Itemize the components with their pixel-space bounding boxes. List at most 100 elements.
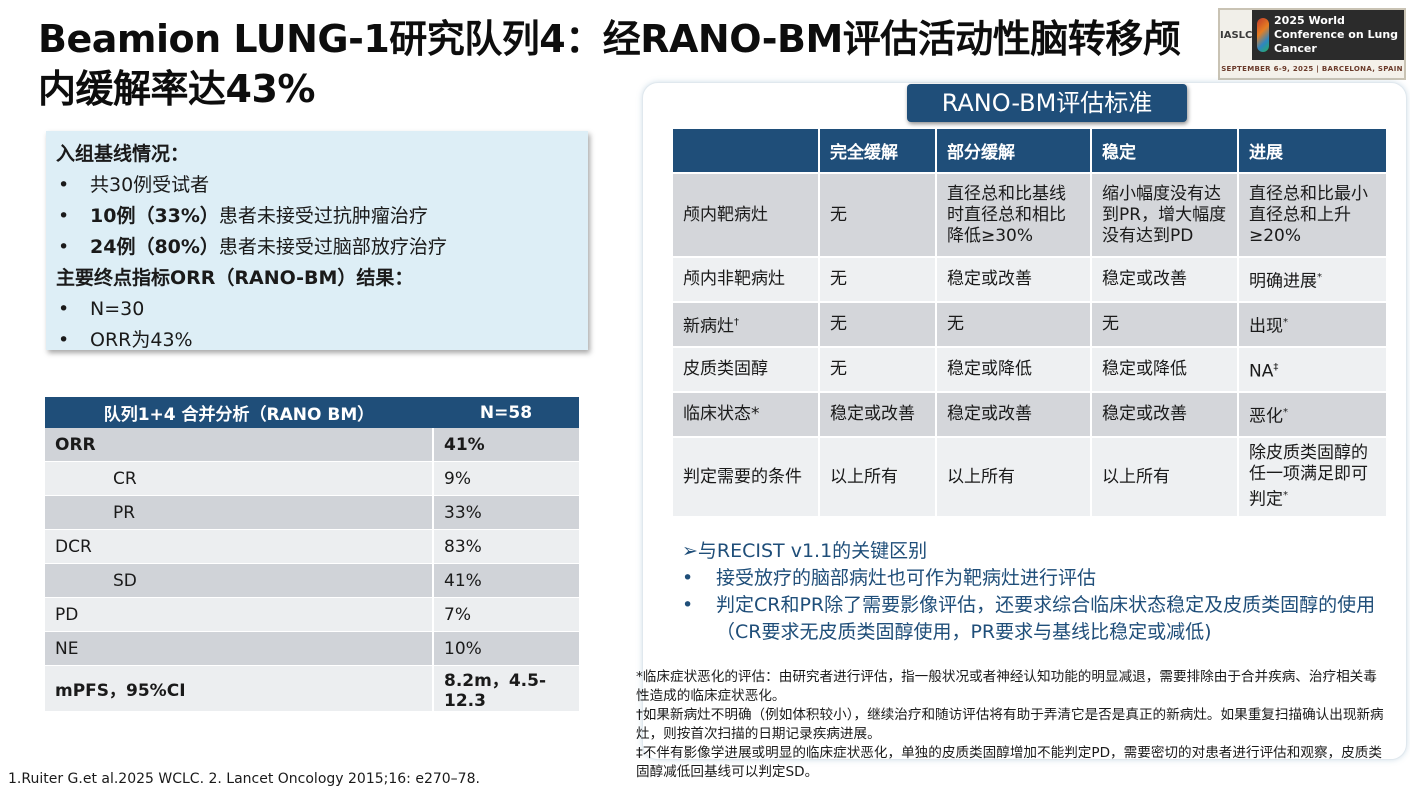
conference-emblem-icon	[1257, 18, 1270, 52]
table-cell: 恶化*	[1239, 393, 1386, 436]
cell-text: 无	[1102, 314, 1119, 334]
row-label: DCR	[45, 529, 434, 564]
cell-text: 临床状态*	[683, 404, 760, 424]
cell-text: 稳定或改善	[947, 404, 1032, 424]
cell-text: 判定需要的条件	[683, 466, 802, 487]
footnotes: *临床症状恶化的评估：由研究者进行评估，指一般状况或者神经认知功能的明显减退，需…	[636, 668, 1388, 782]
bullet-icon: •	[58, 298, 70, 320]
table-row: 颅内非靶病灶 无 稳定或改善 稳定或改善 明确进展*	[673, 258, 1386, 301]
combined-table-body: ORR 41% CR 9% PR 33% DCR 83% SD 41% PD 7% NE 10% mPFS，…	[45, 428, 579, 712]
table-row: PD 7%	[45, 597, 579, 632]
cell-text: 皮质类固醇	[683, 359, 768, 379]
iaslc-logo: IASLC	[1220, 10, 1253, 60]
row-label: CR	[45, 461, 434, 496]
rano-table-header: 部分缓解	[937, 129, 1090, 172]
footnote-mark: *	[1283, 316, 1288, 328]
cell-text: 直径总和比基线时直径总和相比降低≥30%	[947, 183, 1066, 246]
table-cell: 明确进展*	[1239, 258, 1386, 301]
row-label: NE	[45, 631, 434, 666]
baseline-box: 入组基线情况： • 共30例受试者 • 10例（33%）患者未接受过抗肿瘤治疗 • 2…	[46, 131, 588, 351]
row-value: 8.2m，4.5-12.3	[433, 665, 579, 712]
cell-text: 无	[830, 359, 847, 379]
table-cell: 无	[820, 348, 935, 391]
table-cell: 无	[820, 303, 935, 346]
table-cell: NA‡	[1239, 348, 1386, 391]
bullet-icon: •	[58, 174, 70, 196]
conference-dates: SEPTEMBER 6-9, 2025 | BARCELONA, SPAIN	[1220, 60, 1404, 78]
table-row: 皮质类固醇 无 稳定或降低 稳定或降低 NA‡	[673, 348, 1386, 391]
cell-text: 以上所有	[830, 466, 898, 487]
cell-text: 缩小幅度没有达到PR，增大幅度没有达到PD	[1102, 183, 1227, 246]
cell-text: 无	[947, 314, 964, 334]
cell-text: 出现	[1249, 316, 1283, 337]
baseline-heading: 入组基线情况：	[56, 143, 190, 165]
row-label: 判定需要的条件	[673, 438, 818, 516]
combined-table-header: 队列1+4 合并分析（RANO BM）	[45, 397, 433, 428]
recist-differences: ➢与RECIST v1.1的关键区别 • 接受放疗的脑部病灶也可作为靶病灶进行评估…	[682, 537, 1397, 646]
table-row: mPFS，95%CI 8.2m，4.5-12.3	[45, 665, 579, 712]
row-value: 9%	[433, 461, 579, 496]
row-value: 83%	[433, 529, 579, 564]
cell-text: 稳定或改善	[1102, 269, 1187, 289]
table-cell: 稳定或改善	[937, 258, 1090, 301]
cell-text: 无	[830, 204, 847, 225]
footnote: †如果新病灶不明确（例如体积较小），继续治疗和随访评估将有助于弄清它是否是真正的…	[636, 707, 1384, 742]
table-cell: 直径总和比基线时直径总和相比降低≥30%	[937, 174, 1090, 256]
row-value: 41%	[433, 428, 579, 462]
table-row: SD 41%	[45, 563, 579, 598]
table-row: NE 10%	[45, 631, 579, 666]
row-label: 皮质类固醇	[673, 348, 818, 391]
difference-item: • 判定CR和PR除了需要影像评估，还要求综合临床状态稳定及皮质类固醇的使用（CR…	[682, 592, 1397, 646]
baseline-item-text: 共30例受试者	[90, 174, 210, 196]
rano-table-header: 进展	[1239, 129, 1386, 172]
cell-text: 稳定或改善	[830, 404, 915, 424]
table-row: 新病灶† 无 无 无 出现*	[673, 303, 1386, 346]
rano-table-header: 完全缓解	[820, 129, 935, 172]
difference-item-text: 接受放疗的脑部病灶也可作为靶病灶进行评估	[716, 567, 1097, 589]
difference-item-text: 判定CR和PR除了需要影像评估，还要求综合临床状态稳定及皮质类固醇的使用（CR要…	[716, 594, 1376, 643]
table-row: 颅内靶病灶 无 直径总和比基线时直径总和相比降低≥30% 缩小幅度没有达到PR，增大幅…	[673, 174, 1386, 256]
page-title: Beamion LUNG-1研究队列4：经RANO-BM评估活动性脑转移颅内缓解…	[38, 17, 1181, 111]
table-cell: 缩小幅度没有达到PR，增大幅度没有达到PD	[1092, 174, 1237, 256]
row-value: 41%	[433, 563, 579, 598]
footnote: ‡不伴有影像学进展或明显的临床症状恶化，单独的皮质类固醇增加不能判定PD，需要密…	[636, 745, 1382, 780]
row-label: 临床状态*	[673, 393, 818, 436]
baseline-item-text: 患者未接受过脑部放疗治疗	[218, 236, 447, 258]
table-cell: 出现*	[1239, 303, 1386, 346]
endpoint-item: • N=30	[56, 294, 578, 325]
table-row: CR 9%	[45, 461, 579, 496]
endpoint-heading: 主要终点指标ORR（RANO-BM）结果：	[56, 267, 414, 289]
cell-text: NA	[1249, 361, 1274, 382]
cell-text: 颅内非靶病灶	[683, 269, 785, 289]
row-label: 颅内靶病灶	[673, 174, 818, 256]
row-value: 33%	[433, 495, 579, 530]
table-row: PR 33%	[45, 495, 579, 530]
baseline-item: • 共30例受试者	[56, 170, 578, 201]
rano-table-body: 颅内靶病灶无直径总和比基线时直径总和相比降低≥30% 缩小幅度没有达到PR，增大幅…	[673, 174, 1386, 516]
cell-text: 以上所有	[1102, 466, 1170, 487]
row-label: 新病灶†	[673, 303, 818, 346]
combined-analysis-table: 队列1+4 合并分析（RANO BM） N=58 ORR 41% CR 9% PR 33%…	[45, 397, 579, 712]
table-cell: 稳定或改善	[820, 393, 935, 436]
cell-text: 恶化	[1249, 406, 1283, 427]
baseline-item: • 24例（80%）患者未接受过脑部放疗治疗	[56, 232, 578, 263]
endpoint-item: • ORR为43%	[56, 325, 578, 356]
cell-text: 明确进展	[1249, 271, 1317, 292]
cell-text: 无	[830, 269, 847, 289]
table-cell: 除皮质类固醇的任一项满足即可判定*	[1239, 438, 1386, 516]
row-label: SD	[45, 563, 434, 598]
table-cell: 直径总和比最小直径总和上升≥20%	[1239, 174, 1386, 256]
baseline-item-text: 患者未接受过抗肿瘤治疗	[218, 205, 428, 227]
row-label: PR	[45, 495, 434, 530]
bullet-icon: •	[682, 567, 694, 589]
rano-table-header: 稳定	[1092, 129, 1237, 172]
difference-item: • 接受放疗的脑部病灶也可作为靶病灶进行评估	[682, 565, 1397, 592]
row-value: 7%	[433, 597, 579, 632]
table-cell: 稳定或降低	[1092, 348, 1237, 391]
cell-text: 无	[830, 314, 847, 334]
table-cell: 以上所有	[820, 438, 935, 516]
table-row: ORR 41%	[45, 428, 579, 462]
rano-table-header	[673, 129, 818, 172]
table-row: 临床状态* 稳定或改善 稳定或改善 稳定或改善 恶化*	[673, 393, 1386, 436]
table-cell: 无	[820, 258, 935, 301]
